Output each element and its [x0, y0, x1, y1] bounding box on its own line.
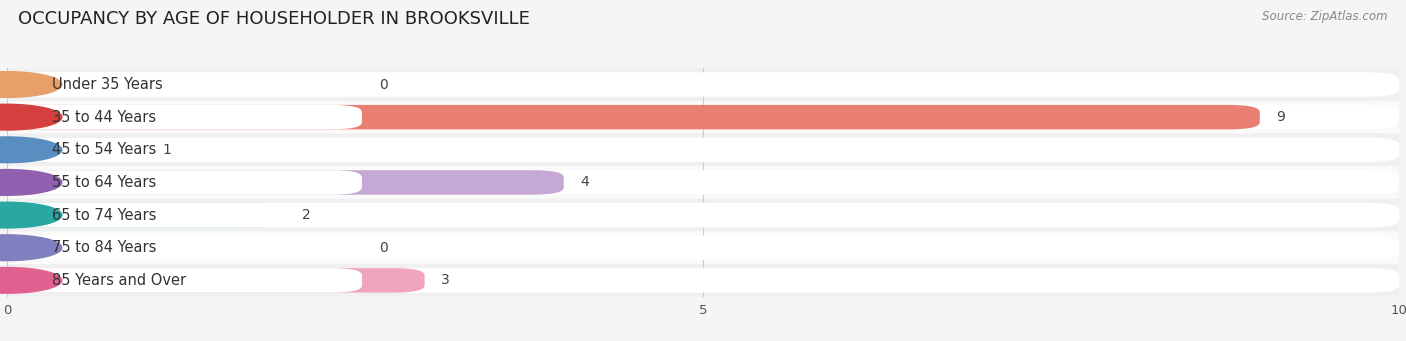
- Text: 0: 0: [378, 77, 388, 91]
- FancyBboxPatch shape: [7, 133, 1399, 166]
- Text: 75 to 84 Years: 75 to 84 Years: [52, 240, 156, 255]
- FancyBboxPatch shape: [7, 170, 564, 195]
- FancyBboxPatch shape: [7, 72, 361, 97]
- FancyBboxPatch shape: [7, 105, 1260, 129]
- Circle shape: [0, 202, 62, 228]
- Circle shape: [0, 235, 62, 261]
- Text: 85 Years and Over: 85 Years and Over: [52, 273, 186, 288]
- FancyBboxPatch shape: [7, 68, 1399, 101]
- FancyBboxPatch shape: [7, 203, 285, 227]
- Text: 1: 1: [163, 143, 172, 157]
- Circle shape: [0, 137, 62, 163]
- Text: Source: ZipAtlas.com: Source: ZipAtlas.com: [1263, 10, 1388, 23]
- FancyBboxPatch shape: [7, 170, 361, 195]
- Text: 55 to 64 Years: 55 to 64 Years: [52, 175, 156, 190]
- Text: 4: 4: [581, 175, 589, 190]
- Text: Under 35 Years: Under 35 Years: [52, 77, 162, 92]
- FancyBboxPatch shape: [7, 72, 1399, 97]
- FancyBboxPatch shape: [7, 264, 1399, 297]
- Text: 35 to 44 Years: 35 to 44 Years: [52, 110, 156, 125]
- FancyBboxPatch shape: [7, 203, 361, 227]
- Text: 3: 3: [441, 273, 450, 287]
- FancyBboxPatch shape: [7, 105, 1399, 129]
- FancyBboxPatch shape: [7, 105, 361, 129]
- FancyBboxPatch shape: [7, 137, 361, 162]
- Text: OCCUPANCY BY AGE OF HOUSEHOLDER IN BROOKSVILLE: OCCUPANCY BY AGE OF HOUSEHOLDER IN BROOK…: [18, 10, 530, 28]
- FancyBboxPatch shape: [7, 236, 361, 260]
- FancyBboxPatch shape: [7, 232, 1399, 264]
- FancyBboxPatch shape: [7, 137, 146, 162]
- FancyBboxPatch shape: [7, 170, 1399, 195]
- FancyBboxPatch shape: [7, 203, 1399, 227]
- Circle shape: [0, 169, 62, 195]
- FancyBboxPatch shape: [7, 166, 1399, 199]
- Text: 45 to 54 Years: 45 to 54 Years: [52, 142, 156, 157]
- Text: 2: 2: [302, 208, 311, 222]
- FancyBboxPatch shape: [7, 268, 1399, 293]
- FancyBboxPatch shape: [7, 268, 425, 293]
- FancyBboxPatch shape: [7, 137, 1399, 162]
- Circle shape: [0, 72, 62, 98]
- Text: 65 to 74 Years: 65 to 74 Years: [52, 208, 156, 223]
- Text: 9: 9: [1277, 110, 1285, 124]
- FancyBboxPatch shape: [7, 199, 1399, 232]
- FancyBboxPatch shape: [7, 268, 361, 293]
- Text: 0: 0: [378, 241, 388, 255]
- Circle shape: [0, 104, 62, 130]
- FancyBboxPatch shape: [7, 101, 1399, 133]
- FancyBboxPatch shape: [7, 236, 1399, 260]
- Circle shape: [0, 267, 62, 293]
